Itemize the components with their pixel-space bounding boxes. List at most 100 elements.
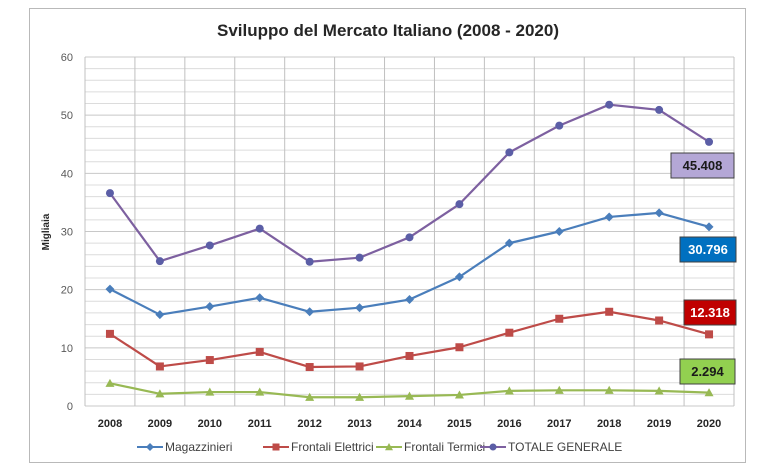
x-axis-ticks: 2008 2009 2010 2011 2012 2013 2014 2015 2016 2017…	[98, 418, 722, 430]
legend-item: Frontali Elettrici	[263, 440, 374, 454]
triangle-marker	[305, 392, 315, 401]
chart-title: Sviluppo del Mercato Italiano (2008 - 20…	[217, 21, 559, 40]
x-tick-label: 2012	[297, 418, 321, 430]
x-tick-label: 2018	[597, 418, 621, 430]
y-tick-label: 50	[61, 110, 73, 122]
circle-marker	[555, 121, 564, 130]
y-tick-label: 20	[61, 285, 73, 297]
square-marker	[255, 347, 264, 356]
data-label: 2.294	[691, 364, 724, 379]
diamond-marker	[105, 284, 115, 294]
x-tick-label: 2013	[347, 418, 371, 430]
data-label: 12.318	[690, 305, 730, 320]
x-tick-label: 2019	[647, 418, 671, 430]
data-label-box	[683, 299, 737, 326]
circle-marker	[489, 443, 497, 451]
y-tick-label: 40	[61, 168, 73, 180]
square-marker	[605, 307, 614, 316]
triangle-marker	[654, 386, 664, 395]
diamond-marker	[604, 212, 614, 222]
circle-marker	[605, 100, 614, 109]
square-marker	[705, 330, 714, 339]
diamond-marker	[146, 443, 154, 451]
triangle-marker	[355, 392, 365, 401]
square-marker	[405, 351, 414, 360]
triangle-marker	[454, 390, 464, 399]
data-labels: 30.796 12.318 2.294 45.408	[670, 152, 737, 385]
x-tick-label: 2015	[447, 418, 471, 430]
triangle-marker	[385, 443, 393, 451]
data-label-box	[679, 358, 736, 385]
data-label-box	[670, 152, 735, 179]
circle-marker	[505, 148, 514, 157]
diamond-marker	[704, 222, 714, 232]
x-tick-label: 2009	[148, 418, 172, 430]
square-marker	[155, 362, 164, 371]
series-group	[105, 100, 714, 401]
y-tick-label: 30	[61, 227, 73, 239]
y-tick-label: 0	[67, 401, 73, 413]
diamond-marker	[405, 295, 414, 305]
triangle-marker	[554, 385, 564, 394]
diamond-marker	[504, 238, 514, 248]
triangle-marker	[155, 389, 165, 398]
legend-label: Frontali Elettrici	[291, 440, 374, 454]
y-tick-label: 60	[61, 52, 73, 64]
square-marker	[205, 356, 214, 365]
circle-marker	[305, 257, 314, 266]
circle-marker	[255, 224, 264, 233]
x-tick-label: 2014	[397, 418, 422, 430]
legend-item: Magazzinieri	[137, 440, 232, 454]
triangle-marker	[255, 387, 265, 396]
data-label-box	[679, 236, 737, 263]
circle-marker	[205, 241, 214, 250]
triangle-marker	[604, 385, 614, 394]
chart-frame	[29, 8, 746, 463]
square-marker	[305, 363, 314, 372]
data-label: 45.408	[683, 158, 723, 173]
legend-label: TOTALE GENERALE	[508, 440, 622, 454]
diamond-marker	[305, 307, 315, 317]
square-marker	[455, 343, 464, 352]
triangle-marker	[105, 378, 115, 387]
x-tick-label: 2017	[547, 418, 571, 430]
circle-marker	[155, 257, 164, 266]
series-totale-generale	[105, 100, 714, 266]
x-tick-label: 2016	[497, 418, 521, 430]
y-tick-label: 10	[61, 343, 73, 355]
triangle-marker	[205, 387, 215, 396]
legend-item: TOTALE GENERALE	[480, 440, 622, 454]
legend-label: Frontali Termici	[404, 440, 485, 454]
x-tick-label: 2020	[697, 418, 721, 430]
series-frontali-termici	[105, 378, 714, 401]
diamond-marker	[554, 227, 564, 236]
data-label: 30.796	[688, 242, 728, 257]
circle-marker	[705, 137, 714, 146]
square-marker	[105, 329, 114, 338]
series-magazzinieri	[105, 208, 714, 320]
x-tick-label: 2011	[248, 418, 272, 430]
circle-marker	[105, 189, 114, 198]
diamond-marker	[355, 303, 365, 313]
triangle-marker	[405, 391, 414, 400]
y-axis-ticks: 0 10 20 30 40 50 60	[61, 52, 73, 413]
diamond-marker	[205, 302, 215, 312]
square-marker	[555, 314, 564, 323]
square-marker	[505, 328, 514, 337]
diamond-marker	[654, 208, 664, 218]
x-tick-label: 2008	[98, 418, 122, 430]
legend: Magazzinieri Frontali Elettrici Frontali T…	[137, 440, 622, 454]
circle-marker	[655, 105, 664, 114]
circle-marker	[405, 233, 414, 242]
diamond-marker	[155, 310, 165, 320]
square-marker	[272, 443, 280, 451]
legend-item: Frontali Termici	[376, 440, 485, 454]
circle-marker	[355, 253, 364, 262]
legend-label: Magazzinieri	[165, 440, 232, 454]
circle-marker	[455, 200, 464, 209]
triangle-marker	[704, 388, 714, 397]
diamond-marker	[255, 293, 265, 303]
triangle-marker	[504, 386, 514, 395]
square-marker	[655, 316, 664, 325]
